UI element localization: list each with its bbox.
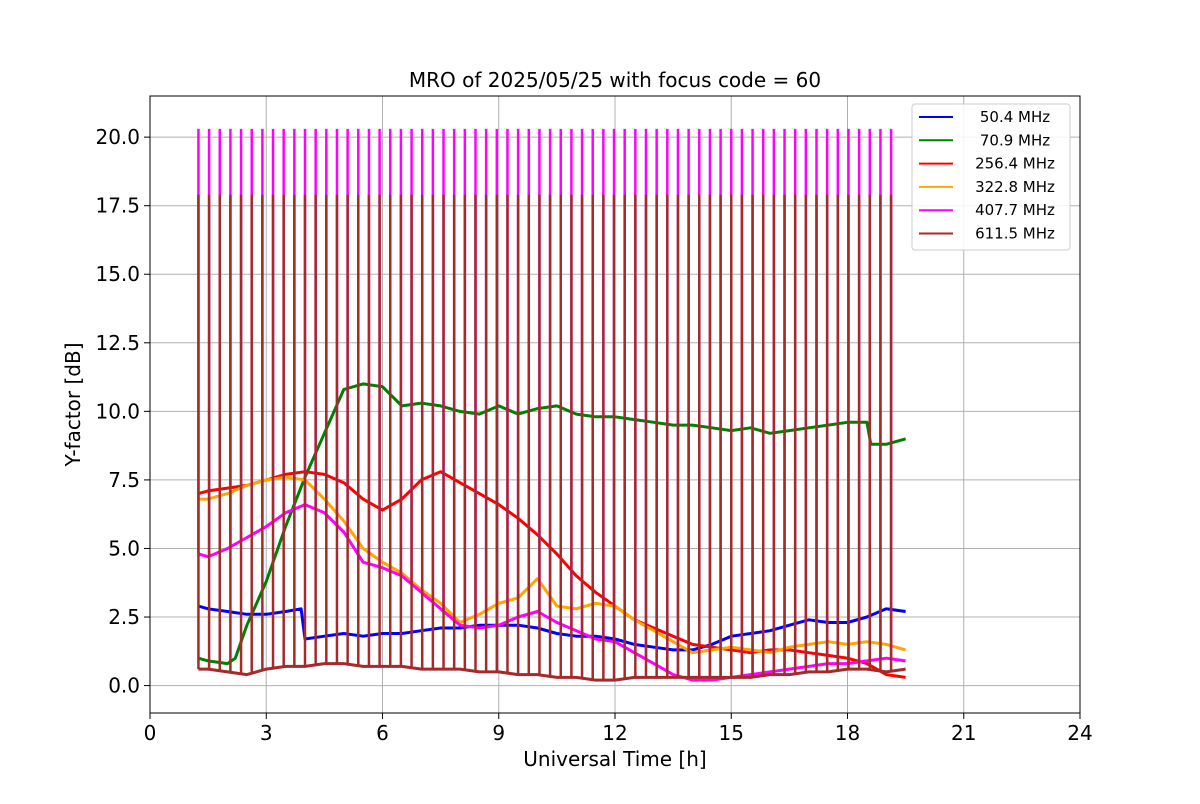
y-tick-label: 10.0 <box>95 399 140 423</box>
x-tick-label: 24 <box>1067 721 1092 745</box>
axis-ticks: 0 3 6 9 12 15 18 21 24 0.0 2.5 5.0 7.5 10.0 12.5 15.0 17… <box>95 125 1092 745</box>
y-tick-label: 12.5 <box>95 331 140 355</box>
series-line-322-8-mhz <box>198 475 907 655</box>
x-tick-label: 3 <box>260 721 273 745</box>
series-line-407-7-mhz <box>197 503 906 682</box>
y-axis-label: Y-factor [dB] <box>61 342 85 467</box>
x-tick-label: 15 <box>719 721 744 745</box>
series-line-611-5-mhz <box>198 662 906 682</box>
x-tick-label: 0 <box>144 721 157 745</box>
legend-label-256-4-mhz: 256.4 MHz <box>975 155 1055 173</box>
x-tick-label: 12 <box>602 721 627 745</box>
legend-label-50-4-mhz: 50.4 MHz <box>980 108 1050 126</box>
y-tick-label: 5.0 <box>108 536 140 560</box>
x-tick-label: 9 <box>492 721 505 745</box>
legend-label-322-8-mhz: 322.8 MHz <box>975 178 1055 196</box>
x-tick-label: 18 <box>835 721 860 745</box>
x-axis-label: Universal Time [h] <box>523 747 706 771</box>
series-group <box>197 128 907 682</box>
x-tick-label: 6 <box>376 721 389 745</box>
x-tick-label: 21 <box>951 721 976 745</box>
legend-label-70-9-mhz: 70.9 MHz <box>980 131 1050 149</box>
legend-label-611-5-mhz: 611.5 MHz <box>975 225 1055 243</box>
chart-title: MRO of 2025/05/25 with focus code = 60 <box>409 68 821 92</box>
y-tick-label: 7.5 <box>108 468 140 492</box>
y-tick-label: 2.5 <box>108 605 140 629</box>
legend-label-407-7-mhz: 407.7 MHz <box>975 201 1055 219</box>
y-tick-label: 15.0 <box>95 262 140 286</box>
series-line-256-4-mhz <box>197 470 906 679</box>
y-tick-label: 20.0 <box>95 125 140 149</box>
y-tick-label: 17.5 <box>95 194 140 218</box>
series-line-50-4-mhz <box>197 604 906 652</box>
y-tick-label: 0.0 <box>108 674 140 698</box>
legend: 50.4 MHz 70.9 MHz 256.4 MHz 322.8 MHz 407.7 … <box>911 103 1071 251</box>
